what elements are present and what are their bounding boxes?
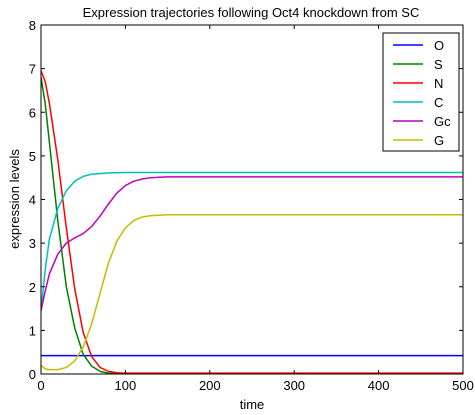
series-line-n (41, 70, 463, 374)
legend-box (382, 32, 460, 152)
legend-label-gc: Gc (434, 114, 451, 129)
y-tick-label: 7 (29, 62, 36, 77)
y-tick-label: 1 (29, 323, 36, 338)
chart-title: Expression trajectories following Oct4 k… (83, 5, 420, 20)
series-layer (41, 70, 463, 374)
x-tick-label: 0 (37, 378, 44, 393)
y-axis-label: expression levels (7, 149, 22, 249)
ticks-layer: 0 100 200 300 400 500 0 1 2 3 4 5 6 7 8 (29, 18, 474, 393)
legend-label-o: O (434, 38, 444, 53)
x-tick-label: 500 (452, 378, 474, 393)
series-line-gc (41, 176, 463, 311)
legend-label-n: N (434, 76, 443, 91)
legend-label-s: S (434, 57, 443, 72)
y-tick-label: 0 (29, 367, 36, 382)
x-axis-label: time (240, 397, 265, 412)
x-tick-label: 400 (368, 378, 390, 393)
y-tick-label: 5 (29, 149, 36, 164)
series-line-g (41, 214, 463, 371)
y-tick-label: 8 (29, 18, 36, 33)
series-line-c (41, 171, 463, 311)
legend-label-c: C (434, 95, 443, 110)
y-tick-label: 3 (29, 236, 36, 251)
x-tick-label: 300 (283, 378, 305, 393)
y-tick-label: 2 (29, 280, 36, 295)
x-tick-label: 100 (115, 378, 137, 393)
x-tick-label: 200 (199, 378, 221, 393)
legend-label-g: G (434, 133, 444, 148)
y-tick-label: 4 (29, 193, 36, 208)
y-tick-label: 6 (29, 105, 36, 120)
